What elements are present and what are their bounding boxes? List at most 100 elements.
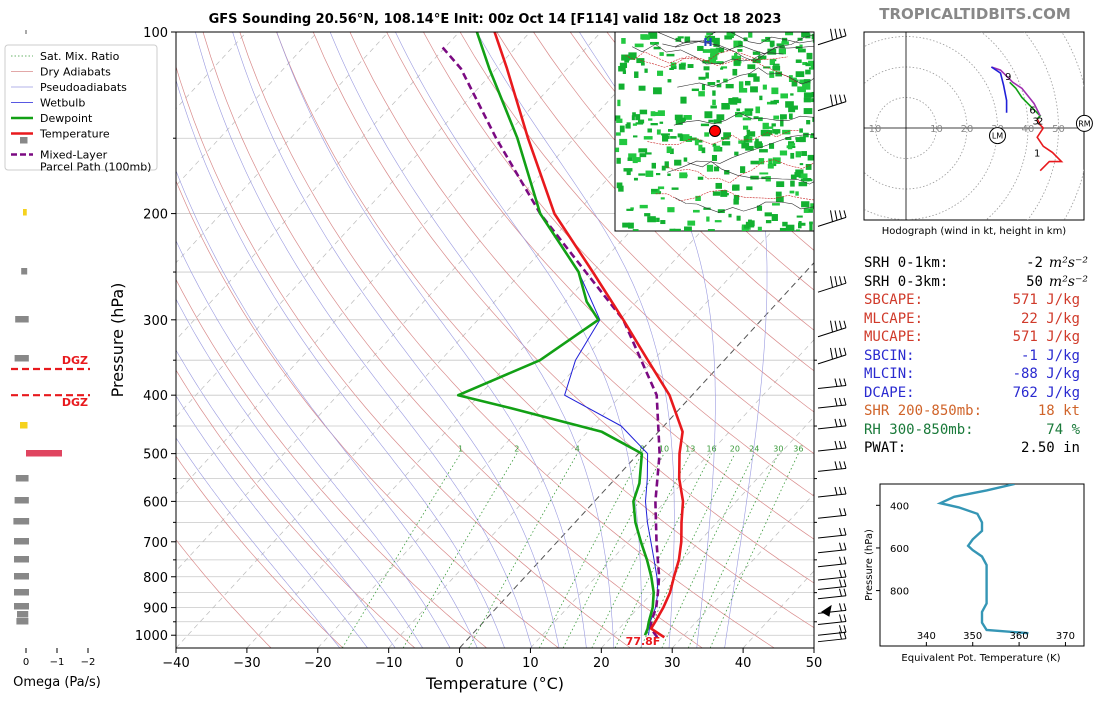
wind-barb bbox=[818, 615, 846, 625]
precip-patch bbox=[808, 155, 814, 161]
stat-number: 74 % bbox=[1046, 422, 1080, 438]
stat-value: 762 J/kg bbox=[1013, 384, 1080, 403]
stat-unit: m²s⁻² bbox=[1049, 274, 1088, 290]
hodo-height-label: 1 bbox=[1034, 148, 1040, 159]
precip-patch bbox=[620, 126, 625, 133]
stat-value: 571 J/kg bbox=[1013, 291, 1080, 310]
high-pressure-icon: H bbox=[703, 36, 712, 49]
precip-patch bbox=[714, 146, 720, 151]
precip-patch bbox=[627, 122, 631, 128]
precip-patch bbox=[776, 181, 784, 187]
precip-patch bbox=[668, 129, 673, 132]
wind-barb bbox=[818, 29, 846, 45]
precip-patch bbox=[702, 147, 706, 153]
theta-y-tick-label: 600 bbox=[890, 544, 909, 555]
precip-patch bbox=[687, 221, 695, 226]
precip-patch bbox=[722, 141, 730, 145]
precip-patch bbox=[695, 196, 701, 201]
stat-number: 2.50 in bbox=[1021, 440, 1080, 456]
precip-patch bbox=[779, 48, 786, 54]
precip-patch bbox=[679, 172, 687, 178]
precip-patch bbox=[651, 189, 657, 192]
precip-patch bbox=[626, 209, 633, 211]
precip-patch bbox=[657, 129, 661, 134]
omega-bar bbox=[23, 209, 27, 216]
precip-patch bbox=[634, 178, 638, 181]
y-tick-label: 800 bbox=[143, 571, 168, 586]
x-tick-label: −30 bbox=[233, 656, 260, 671]
stat-number: 571 J/kg bbox=[1013, 329, 1080, 345]
precip-patch bbox=[753, 76, 759, 81]
precip-patch bbox=[804, 92, 812, 97]
precip-patch bbox=[767, 126, 773, 128]
precip-patch bbox=[741, 143, 749, 149]
stat-row: MLCAPE:22 J/kg bbox=[864, 310, 1096, 329]
precip-patch bbox=[811, 98, 820, 102]
hodo-height-label: 9 bbox=[1005, 72, 1011, 83]
precip-patch bbox=[768, 164, 774, 169]
precip-patch bbox=[754, 116, 759, 119]
y-tick-label: 400 bbox=[143, 389, 168, 404]
wind-barbs bbox=[818, 29, 846, 642]
y-tick-label: 100 bbox=[143, 26, 168, 41]
precip-patch bbox=[755, 107, 760, 114]
precip-patch bbox=[790, 93, 793, 95]
legend-label: Dry Adiabats bbox=[40, 66, 111, 79]
y-tick-label: 700 bbox=[143, 536, 168, 551]
precip-patch bbox=[810, 203, 815, 209]
precip-patch bbox=[800, 163, 803, 165]
precip-patch bbox=[765, 212, 772, 216]
precip-patch bbox=[653, 87, 662, 94]
precip-patch bbox=[789, 143, 795, 146]
y-tick-label: 300 bbox=[143, 314, 168, 329]
precip-patch bbox=[646, 171, 654, 177]
precip-patch bbox=[772, 203, 780, 205]
omega-bar bbox=[13, 518, 29, 525]
precip-patch bbox=[639, 86, 646, 91]
precip-patch bbox=[713, 191, 720, 195]
theta-x-tick-label: 370 bbox=[1056, 631, 1075, 642]
theta-y-tick-label: 400 bbox=[890, 501, 909, 512]
precip-patch bbox=[710, 106, 716, 109]
wind-barb bbox=[818, 379, 846, 389]
precip-patch bbox=[806, 164, 812, 170]
precip-patch bbox=[809, 222, 813, 225]
mixing-ratio-label: 13 bbox=[685, 445, 695, 454]
stat-unit: m²s⁻² bbox=[1049, 255, 1088, 271]
x-tick-label: 10 bbox=[522, 656, 539, 671]
omega-bar bbox=[15, 355, 29, 362]
precip-patch bbox=[758, 227, 762, 233]
precip-patch bbox=[693, 210, 700, 213]
map-inset: H bbox=[615, 29, 859, 236]
skewt-ylabel: Pressure (hPa) bbox=[108, 283, 127, 398]
wind-barb bbox=[818, 570, 846, 580]
location-marker bbox=[710, 126, 721, 137]
stat-label: SBCIN: bbox=[864, 347, 915, 366]
wind-barb bbox=[818, 95, 846, 111]
precip-patch bbox=[759, 158, 764, 164]
precip-patch bbox=[640, 34, 647, 39]
precip-patch bbox=[621, 38, 625, 44]
precip-patch bbox=[747, 64, 755, 69]
precip-patch bbox=[669, 68, 674, 70]
stat-label: SHR 200-850mb: bbox=[864, 402, 982, 421]
storm-motion-label: LM bbox=[992, 132, 1003, 141]
dgz-label: DGZ bbox=[62, 396, 88, 409]
precip-patch bbox=[708, 82, 716, 85]
stat-value: -1 J/kg bbox=[1021, 347, 1080, 366]
omega-bar bbox=[14, 556, 29, 563]
precip-patch bbox=[640, 153, 647, 157]
precip-patch bbox=[780, 228, 788, 231]
precip-patch bbox=[655, 112, 662, 116]
precip-patch bbox=[770, 101, 777, 105]
precip-patch bbox=[704, 132, 709, 136]
stat-row: SBCAPE:571 J/kg bbox=[864, 291, 1096, 310]
precip-patch bbox=[804, 208, 809, 213]
precip-patch bbox=[615, 148, 619, 152]
precip-patch bbox=[792, 81, 798, 86]
stat-label: MLCAPE: bbox=[864, 310, 923, 329]
precip-patch bbox=[670, 136, 676, 139]
precip-patch bbox=[782, 222, 787, 227]
precip-patch bbox=[715, 220, 722, 222]
precip-patch bbox=[745, 108, 754, 111]
